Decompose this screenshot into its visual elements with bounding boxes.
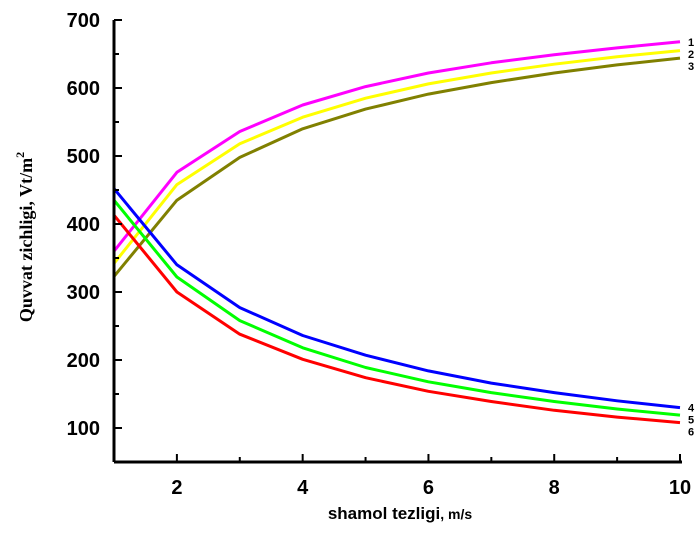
y-tick-label: 200	[67, 350, 100, 372]
x-tick-label: 8	[549, 477, 560, 499]
x-tick-label: 6	[423, 477, 434, 499]
series-label: 1	[688, 37, 694, 49]
series-line-6	[112, 214, 681, 425]
series-label: 2	[688, 49, 694, 61]
ticks: 2 4 6 8 10 100 200 300 400 500 600 700	[67, 10, 692, 499]
series-lines	[112, 40, 681, 425]
series-line-5	[112, 199, 681, 417]
axes	[112, 20, 682, 464]
series-label: 5	[688, 415, 694, 427]
x-axis-label: shamol tezligi, m/s	[328, 504, 473, 523]
y-tick-label: 100	[67, 418, 100, 440]
series-line-3	[112, 56, 681, 278]
series-label: 6	[688, 427, 694, 439]
x-tick-label: 4	[297, 477, 309, 499]
y-tick-label: 700	[67, 10, 100, 32]
x-tick-label: 10	[669, 477, 691, 499]
y-tick-label: 600	[67, 78, 100, 100]
y-tick-label: 300	[67, 282, 100, 304]
x-tick-label: 2	[171, 477, 182, 499]
series-line-1	[112, 40, 681, 253]
series-label: 3	[688, 61, 694, 73]
y-tick-label: 400	[67, 214, 100, 236]
series-line-4	[112, 187, 681, 410]
series-line-2	[112, 49, 681, 265]
series-labels: 123 456	[688, 37, 695, 439]
y-tick-label: 500	[67, 146, 100, 168]
series-label: 4	[688, 403, 695, 415]
y-axis-label: Quvvat zichligi, Vt/m2	[13, 152, 36, 322]
